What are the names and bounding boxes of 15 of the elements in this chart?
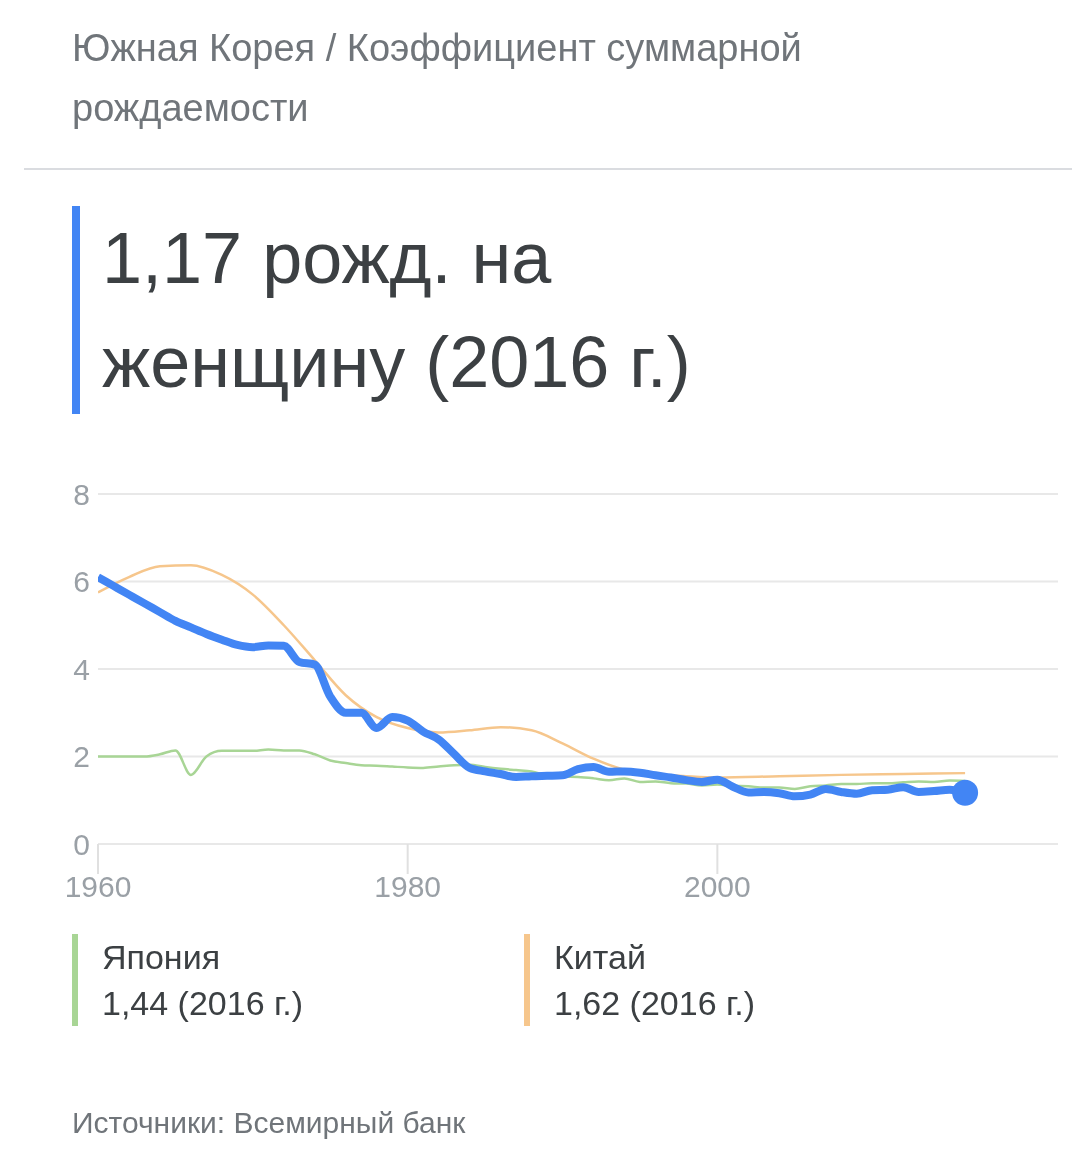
x-tick-label: 2000 (683, 870, 751, 904)
y-tick-label: 2 (73, 740, 90, 774)
x-tick-label: 1980 (374, 870, 442, 904)
x-tick-label: 1960 (64, 870, 132, 904)
text: 1,62 (2016 г.) (553, 983, 757, 1024)
chart-subtitle: 1,17 рожд. на женщину (2016 г.) (102, 217, 692, 404)
text: Источники: Всемирный банк (72, 1106, 467, 1140)
y-tick-label: 6 (73, 565, 90, 599)
legend-label: Япония (102, 937, 221, 978)
chart-title: Южная Корея / Коэффициент суммарной рождаемости (71, 26, 803, 131)
y-tick-label: 8 (73, 477, 90, 511)
y-tick-label: 0 (73, 827, 90, 861)
text: 1,44 (2016 г.) (101, 983, 305, 1024)
y-tick-label: 4 (73, 652, 90, 686)
legend-label: Китай (554, 937, 646, 978)
